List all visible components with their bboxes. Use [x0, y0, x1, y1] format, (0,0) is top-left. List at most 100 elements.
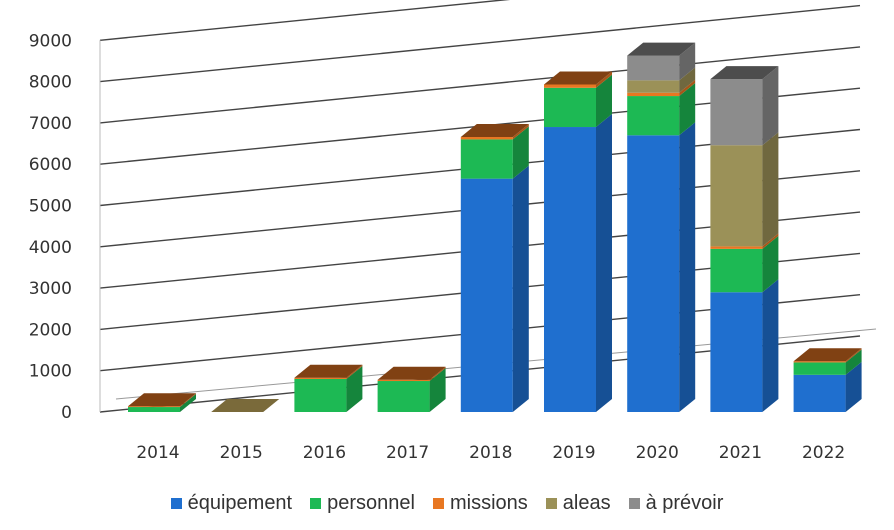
legend-swatch-a-prevoir: [628, 498, 640, 509]
bar-side-2016-series-1: [346, 365, 363, 412]
bar-side-2017-series-1: [429, 368, 446, 412]
x-tick-label: 2020: [636, 443, 679, 463]
bar-2017-series-2: [377, 379, 430, 382]
bar-side-2020-series-4: [679, 42, 696, 81]
bar-top-2016: [294, 364, 363, 378]
y-tick-label: 3000: [29, 279, 72, 299]
bar-2021-series-3: [710, 145, 763, 247]
x-tick-label: 2019: [552, 443, 595, 463]
x-tick-label: 2014: [136, 443, 179, 463]
bar-top-2018: [460, 123, 529, 137]
bar-side-2017-series-2: [429, 366, 446, 382]
y-tick-label: 0: [61, 403, 72, 423]
bars: [128, 42, 862, 413]
legend-label-equipement: équipement: [187, 492, 293, 514]
x-tick-label: 2018: [469, 443, 512, 463]
bar-2014-series-2: [128, 406, 180, 408]
bar-stack-2015: [211, 399, 280, 412]
bar-2019-series-2: [544, 84, 596, 88]
bar-top-empty: [211, 399, 280, 412]
bar-2021-series-4: [710, 79, 763, 146]
bar-2018-series-1: [460, 139, 513, 179]
bar-side-2022-series-2: [845, 348, 862, 363]
legend-item-missions: missions: [432, 492, 528, 515]
bar-side-2022-series-1: [845, 349, 862, 375]
bar-side-2021-series-4: [762, 66, 779, 146]
legend: équipement personnel missions aleas à pr…: [0, 492, 894, 515]
legend-item-equipement: équipement: [170, 492, 293, 515]
bar-side-2019-series-2: [596, 71, 612, 88]
bar-side-2016-series-2: [346, 364, 363, 379]
legend-swatch-equipement: [170, 498, 182, 509]
x-tick-label: 2022: [802, 443, 845, 463]
y-tick-label: 6000: [29, 155, 72, 175]
x-tick-label: 2015: [220, 443, 263, 463]
legend-label-personnel: personnel: [327, 492, 415, 514]
bar-2019-series-1: [544, 87, 596, 128]
y-tick-label: 9000: [29, 31, 72, 51]
bar-2021-series-1: [710, 248, 763, 293]
bar-side-2021-series-3: [762, 132, 779, 247]
x-axis-ticks: 2014 2015 2016 2017 2018 2019 2020 2021 2022: [136, 443, 845, 463]
bar-side-2018-series-0: [512, 165, 529, 412]
x-tick-label: 2016: [303, 443, 346, 463]
bar-2016-series-1: [294, 378, 347, 412]
bar-2018-series-0: [460, 178, 513, 412]
bar-stack-2019: [544, 71, 612, 412]
bar-stack-2021: [710, 66, 779, 412]
bar-2022-series-0: [793, 374, 846, 412]
bar-side-2020-series-2: [679, 79, 696, 97]
bar-top-2021: [710, 66, 779, 80]
y-tick-label: 2000: [29, 320, 72, 340]
bar-stack-2017: [377, 366, 446, 412]
legend-item-a-prevoir: à prévoir: [628, 492, 724, 515]
bar-2019-series-0: [544, 127, 596, 412]
bar-top-2017: [377, 366, 446, 380]
bar-side-2020-series-3: [679, 67, 696, 93]
y-tick-label: 1000: [29, 362, 72, 382]
bar-2020-series-3: [627, 80, 680, 93]
legend-label-a-prevoir: à prévoir: [645, 492, 724, 514]
bar-side-2014-series-1: [180, 394, 196, 412]
y-tick-label: 8000: [29, 73, 72, 93]
legend-swatch-aleas: [545, 498, 557, 509]
bar-side-2019-series-0: [596, 114, 612, 412]
legend-item-aleas: aleas: [545, 492, 611, 515]
bar-side-2022-series-0: [845, 361, 862, 412]
bar-2018-series-2: [460, 136, 513, 140]
bar-side-2021-series-1: [762, 235, 779, 293]
bar-side-2020-series-0: [679, 122, 696, 412]
x-tick-label: 2017: [386, 443, 429, 463]
bar-stack-2020: [627, 42, 696, 413]
bar-side-2021-series-2: [762, 233, 779, 249]
bar-2020-series-2: [627, 92, 680, 97]
bar-side-2014-series-2: [180, 393, 196, 408]
bar-2021-series-0: [710, 292, 763, 412]
bar-2017-series-1: [377, 381, 430, 412]
y-tick-label: 7000: [29, 114, 72, 134]
bar-side-2019-series-1: [596, 74, 612, 128]
bar-2020-series-4: [627, 55, 680, 81]
bar-stack-2018: [460, 123, 529, 412]
legend-label-missions: missions: [449, 492, 528, 514]
grid-line: [99, 4, 861, 83]
legend-item-personnel: personnel: [310, 492, 415, 515]
bar-2020-series-0: [627, 135, 680, 413]
bar-top-2014: [128, 393, 196, 407]
bar-top-2020: [627, 42, 696, 56]
legend-swatch-personnel: [310, 498, 322, 509]
bar-2021-series-2: [710, 246, 763, 249]
bar-2022-series-1: [793, 362, 846, 375]
bar-side-2018-series-1: [512, 126, 529, 179]
grid-line: [99, 46, 861, 124]
bar-side-2018-series-2: [512, 123, 529, 140]
legend-label-aleas: aleas: [562, 492, 611, 514]
bar-stack-2016: [294, 364, 363, 412]
bar-2014-series-1: [128, 407, 180, 412]
y-axis-ticks: 0 1000 2000 3000 4000 5000 6000 7000 8000 9000: [29, 31, 72, 423]
bar-stack-2014: [128, 393, 196, 412]
bar-top-2019: [544, 71, 612, 85]
grid-line: [99, 0, 511, 41]
